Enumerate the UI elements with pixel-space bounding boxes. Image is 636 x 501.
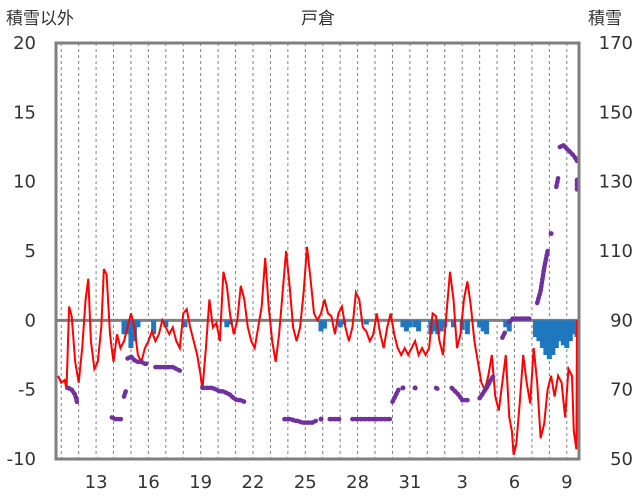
- left-tick-label: 10: [13, 172, 36, 193]
- precip-bar: [128, 320, 134, 349]
- x-tick-label: 19: [189, 472, 212, 493]
- x-tick-label: 13: [85, 472, 108, 493]
- snow-depth-segment: [507, 316, 533, 325]
- precip-bar: [477, 320, 483, 328]
- snow-depth-segment: [282, 416, 319, 425]
- snow-depth-segment: [449, 385, 472, 403]
- precip-bar: [407, 320, 413, 328]
- precip-bar: [543, 320, 549, 355]
- precip-bar: [536, 320, 542, 342]
- x-tick-label: 16: [137, 472, 160, 493]
- precip-bar: [560, 320, 566, 346]
- x-tick-label: 6: [509, 472, 520, 493]
- precip-bar: [550, 320, 556, 355]
- precip-bar: [539, 320, 545, 349]
- snow-depth-point: [400, 385, 406, 391]
- precip-bar: [163, 320, 169, 328]
- precip-bar: [403, 320, 409, 332]
- precip-bar: [557, 320, 563, 342]
- chart-title: 戸倉: [301, 9, 335, 29]
- snow-depth-segment: [390, 385, 402, 405]
- right-tick-label: 150: [599, 102, 633, 123]
- snow-depth-segment: [433, 385, 442, 392]
- precip-bar: [450, 320, 456, 328]
- precip-bar: [532, 320, 538, 337]
- precip-bar: [480, 320, 486, 332]
- snow-depth-point: [412, 385, 418, 391]
- x-tick-label: 9: [561, 472, 572, 493]
- snow-depth-point: [548, 231, 554, 237]
- x-tick-label: 22: [242, 472, 265, 493]
- left-tick-label: 0: [25, 310, 36, 331]
- snow-depth-segment: [534, 248, 550, 306]
- precip-bar: [464, 320, 470, 335]
- precip-bar: [227, 320, 233, 325]
- right-tick-label: 130: [599, 172, 633, 193]
- precip-bar: [182, 320, 188, 328]
- plot-frame: [54, 41, 581, 461]
- precip-bar: [224, 320, 230, 328]
- precip-bar: [400, 320, 406, 328]
- right-tick-label: 50: [610, 449, 633, 470]
- precip-bar: [135, 320, 141, 328]
- precip-bar: [553, 320, 559, 349]
- precip-bar: [484, 320, 490, 335]
- left-tick-label: 20: [13, 33, 36, 54]
- left-tick-label: -5: [18, 380, 36, 401]
- snow-depth-segment: [121, 389, 128, 399]
- precip-bar: [318, 320, 324, 332]
- left-tick-label: 15: [13, 102, 36, 123]
- x-tick-label: 25: [294, 472, 317, 493]
- precip-bar: [121, 320, 127, 335]
- right-tick-label: 170: [599, 33, 633, 54]
- precip-bar: [416, 320, 422, 332]
- snow-depth-segment: [477, 373, 496, 401]
- snow-depth-segment: [125, 353, 151, 366]
- right-axis-ticks: 50 70 90 110 130 150 170: [599, 33, 633, 470]
- x-axis-ticks: 13 16 19 22 25 28 31 3 6 9: [85, 472, 573, 493]
- x-tick-label: 28: [346, 472, 369, 493]
- precip-bar: [546, 320, 552, 360]
- x-tick-label: 31: [398, 472, 421, 493]
- snow-depth-segment: [109, 415, 125, 422]
- right-tick-label: 90: [610, 310, 633, 331]
- left-axis-label: 積雪以外: [6, 9, 74, 29]
- x-tick-label: 3: [456, 472, 467, 493]
- snow-depth-segment: [65, 385, 80, 405]
- precip-bar: [438, 320, 444, 332]
- right-axis-label: 積雪: [588, 9, 622, 29]
- precip-bar: [363, 320, 369, 325]
- precip-bar: [503, 320, 509, 328]
- precip-bar: [431, 320, 437, 332]
- precip-bar: [151, 320, 157, 335]
- left-tick-label: 5: [25, 241, 36, 262]
- day-gridlines: [60, 43, 568, 459]
- snow-depth-segment: [153, 364, 183, 373]
- left-axis-ticks: -10 -5 0 5 10 15 20: [7, 33, 36, 470]
- precip-bar: [412, 320, 418, 328]
- precip-bar: [571, 320, 577, 335]
- snow-depth-segment: [200, 385, 247, 405]
- snow-depth-segment: [554, 175, 561, 190]
- right-tick-label: 110: [599, 241, 633, 262]
- snow-depth-point: [318, 416, 324, 422]
- right-tick-label: 70: [610, 380, 633, 401]
- temperature-line: [57, 246, 578, 456]
- precip-bar: [506, 320, 512, 332]
- precip-bar: [567, 320, 573, 342]
- left-tick-label: -10: [7, 449, 36, 470]
- snow-depth-segment: [500, 328, 509, 340]
- snow-depth-dots: [65, 142, 580, 425]
- precip-bar: [564, 320, 570, 349]
- snow-depth-segment: [557, 142, 580, 164]
- precip-bar: [321, 320, 327, 329]
- precip-bar: [337, 320, 343, 328]
